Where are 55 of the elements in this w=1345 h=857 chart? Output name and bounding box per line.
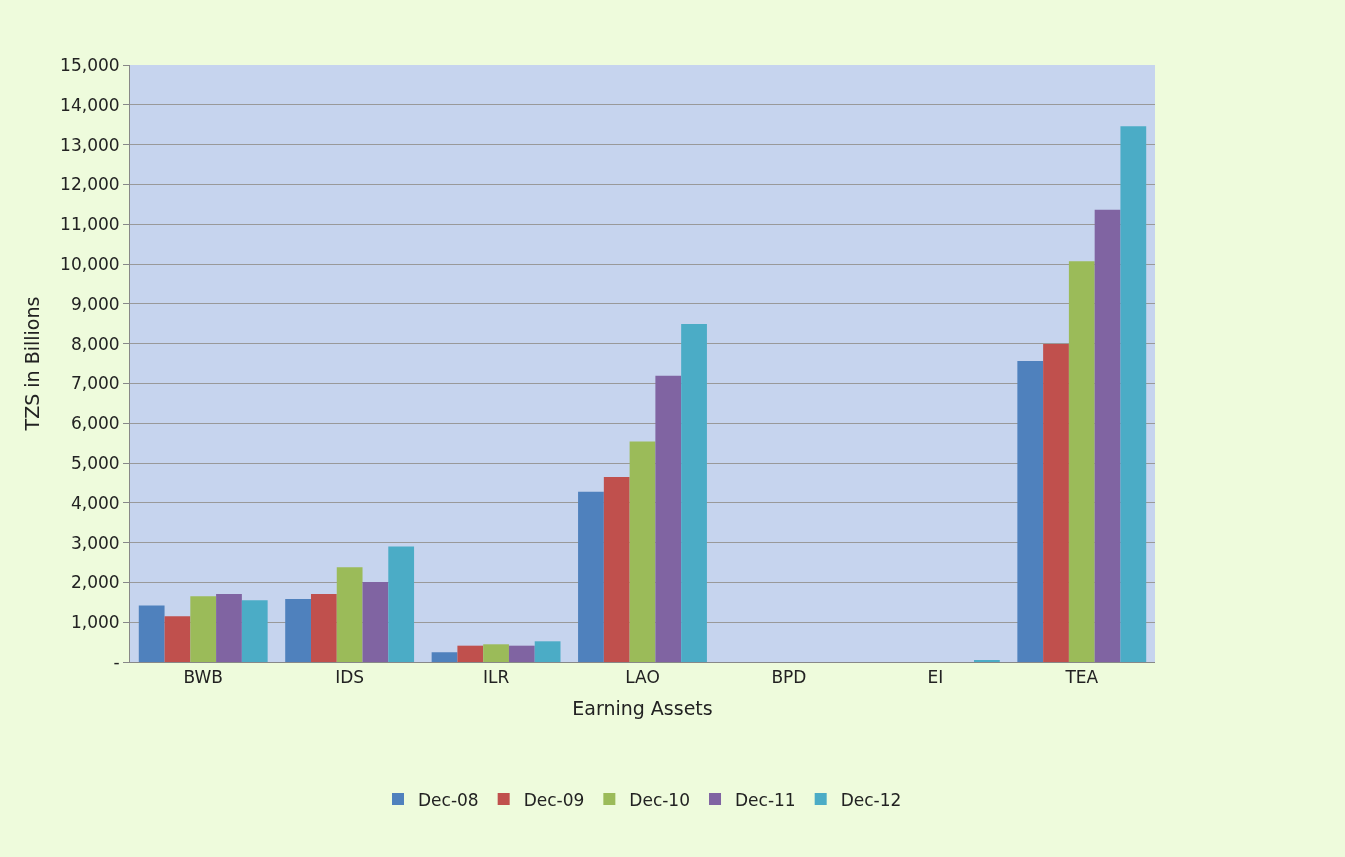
legend-label: Dec-11 — [735, 789, 796, 810]
x-axis-title: Earning Assets — [572, 697, 713, 720]
x-tick-label: IDS — [335, 667, 365, 688]
y-tick-label: 7,000 — [70, 373, 120, 394]
y-tick-label: 11,000 — [60, 214, 120, 235]
bar — [310, 593, 337, 662]
legend-label: Dec-09 — [523, 789, 585, 810]
bar — [285, 599, 311, 662]
bar — [483, 644, 509, 662]
bar — [336, 567, 363, 662]
bar — [1017, 361, 1044, 662]
bar — [362, 582, 389, 662]
y-axis-title: TZS in Billions — [20, 296, 43, 432]
y-tick-label: 15,000 — [60, 54, 120, 75]
x-tick-label: TEA — [1064, 667, 1099, 688]
bar — [457, 645, 484, 662]
y-tick-label: 4,000 — [70, 492, 120, 513]
y-tick-label: 8,000 — [70, 333, 120, 354]
x-tick-label: LAO — [625, 667, 660, 688]
bar — [578, 491, 604, 662]
y-tick-label: 6,000 — [70, 413, 120, 434]
bar — [216, 593, 242, 662]
bar — [190, 596, 217, 662]
bar — [681, 324, 707, 662]
y-tick-label: 2,000 — [70, 572, 120, 593]
bar — [388, 546, 415, 662]
x-tick-label: BPD — [771, 667, 807, 688]
y-tick-label: 10,000 — [60, 253, 120, 274]
x-tick-label: BWB — [183, 667, 223, 688]
bar — [431, 652, 458, 662]
y-tick-label: - — [113, 651, 120, 672]
bar — [655, 375, 682, 662]
y-tick-label: 1,000 — [70, 612, 120, 633]
bar — [1120, 126, 1147, 662]
legend-label: Dec-08 — [418, 789, 479, 810]
bar — [534, 641, 561, 662]
bar — [164, 616, 191, 662]
x-tick-label: ILR — [482, 667, 510, 688]
x-tick-label: EI — [927, 667, 944, 688]
legend-label: Dec-10 — [629, 789, 691, 810]
y-tick-label: 5,000 — [70, 452, 120, 473]
bar — [138, 605, 165, 662]
bar — [1068, 261, 1095, 662]
bar — [1043, 344, 1069, 662]
y-tick-label: 9,000 — [70, 293, 120, 314]
legend-label: Dec-12 — [840, 789, 902, 810]
bar — [603, 476, 630, 662]
y-tick-label: 3,000 — [70, 532, 120, 553]
y-tick-label: 12,000 — [60, 174, 120, 195]
bar — [1094, 209, 1121, 662]
y-tick-label: 13,000 — [60, 134, 120, 155]
bar — [629, 441, 656, 662]
bar — [241, 600, 268, 662]
bar — [508, 645, 535, 662]
y-tick-label: 14,000 — [60, 94, 120, 115]
